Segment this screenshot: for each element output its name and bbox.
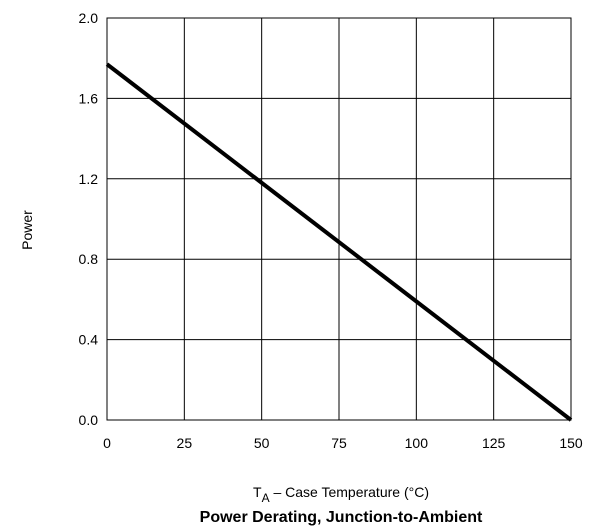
y-tick-label: 1.6 [79, 90, 99, 106]
series-line-0 [105, 62, 573, 422]
x-tick-label: 125 [482, 435, 506, 451]
y-tick-label: 2.0 [79, 10, 99, 26]
y-tick-label: 0.8 [79, 251, 99, 267]
y-tick-label: 0.0 [79, 412, 99, 428]
x-axis-label-rest: – Case Temperature (°C) [270, 484, 429, 500]
x-tick-label: 100 [405, 435, 429, 451]
x-axis-label-subscript: A [262, 491, 270, 505]
plot-area-frame [106, 17, 572, 421]
x-tick-label: 50 [254, 435, 270, 451]
series-layer [105, 62, 573, 422]
y-tick-label: 0.4 [79, 332, 99, 348]
grid [106, 17, 572, 421]
x-tick-label: 25 [177, 435, 193, 451]
y-axis-ticks: 0.0 0.4 0.8 1.2 1.6 2.0 [79, 10, 99, 428]
x-tick-label: 75 [331, 435, 347, 451]
x-axis-label: TA – Case Temperature (°C) [253, 484, 429, 505]
x-axis-ticks: 0 25 50 75 100 125 150 [103, 435, 583, 451]
y-axis-label: Power [19, 210, 35, 250]
y-tick-label: 1.2 [79, 171, 99, 187]
x-tick-label: 150 [559, 435, 583, 451]
chart-title: Power Derating, Junction-to-Ambient [200, 509, 483, 526]
x-axis-label-main: T [253, 484, 262, 500]
x-tick-label: 0 [103, 435, 111, 451]
